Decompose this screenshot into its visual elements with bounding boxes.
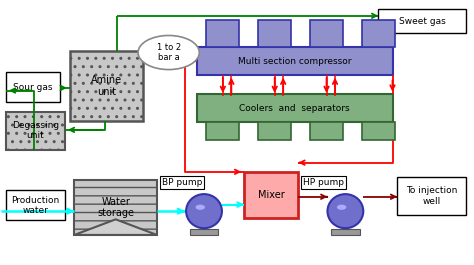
Text: BP pump: BP pump [162,178,202,187]
Bar [197,95,392,122]
Bar [310,20,343,47]
Text: To injection
well: To injection well [406,186,457,206]
Bar [310,122,343,140]
Text: Degassing
unit: Degassing unit [12,121,59,140]
Circle shape [138,36,199,70]
Bar [397,177,465,215]
Bar [70,51,143,121]
Ellipse shape [186,194,222,228]
Text: Sour gas: Sour gas [13,83,53,92]
Bar [190,229,218,235]
Bar [244,172,298,218]
Polygon shape [74,219,157,235]
Bar [258,122,291,140]
Bar [362,122,395,140]
Ellipse shape [328,194,363,228]
Bar [6,190,65,220]
Bar [378,9,465,33]
Text: Production
water: Production water [11,196,60,215]
Bar [331,229,359,235]
Text: Multi section compressor: Multi section compressor [238,56,352,65]
Bar [206,20,239,47]
Bar [362,20,395,47]
Text: Water
storage: Water storage [97,197,134,218]
Bar [6,72,60,102]
Circle shape [196,205,205,210]
Bar [74,180,157,235]
Text: Amine
unit: Amine unit [91,75,122,97]
Bar [258,20,291,47]
Bar [206,122,239,140]
Text: Mixer: Mixer [258,190,284,200]
Text: HP pump: HP pump [303,178,344,187]
Text: 1 to 2
bar a: 1 to 2 bar a [156,43,181,62]
Bar [197,47,392,75]
Text: Sweet gas: Sweet gas [399,16,446,25]
Circle shape [337,205,346,210]
Bar [6,112,65,149]
Text: Coolers  and  separators: Coolers and separators [239,104,350,113]
